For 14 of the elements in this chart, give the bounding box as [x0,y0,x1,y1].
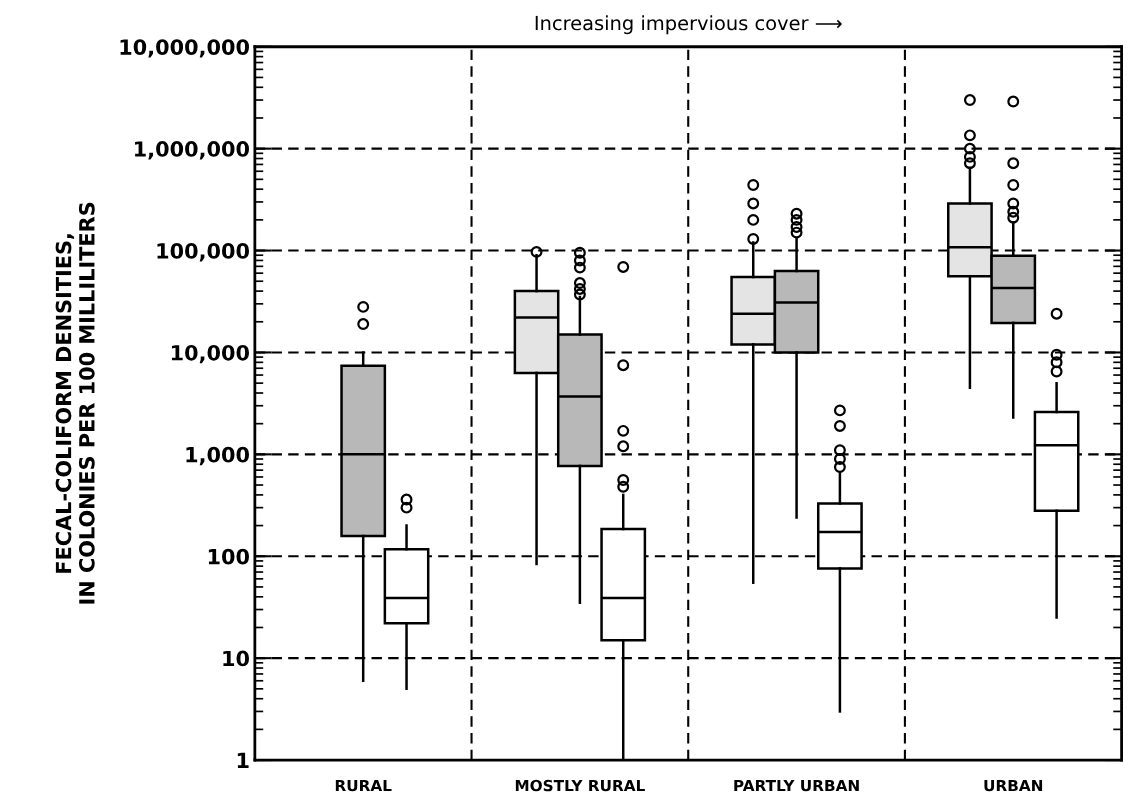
x-tick-label: MOSTLY RURAL [515,779,645,792]
y-tick-label: 10,000 [171,344,249,364]
y-tick-label: 1,000,000 [135,141,249,160]
x-tick-label: PARTLY URBAN [734,779,859,792]
x-tick-label: RURAL [335,779,392,792]
x-tick-label: URBAN [984,779,1043,792]
y-axis-title: FECAL-COLIFORM DENSITIES, IN COLONIES PER 100 MILLILITERS [55,202,95,604]
y-tick-label: 1,000 [186,446,249,466]
y-tick-label: 10,000,000 [120,39,249,58]
y-tick-label: 100 [208,548,249,565]
y-tick-label: 1 [237,752,249,768]
y-tick-label: 100,000 [157,243,249,262]
chart-title: Increasing impervious cover ⟶ [535,15,842,35]
y-tick-label: 10 [223,650,249,667]
